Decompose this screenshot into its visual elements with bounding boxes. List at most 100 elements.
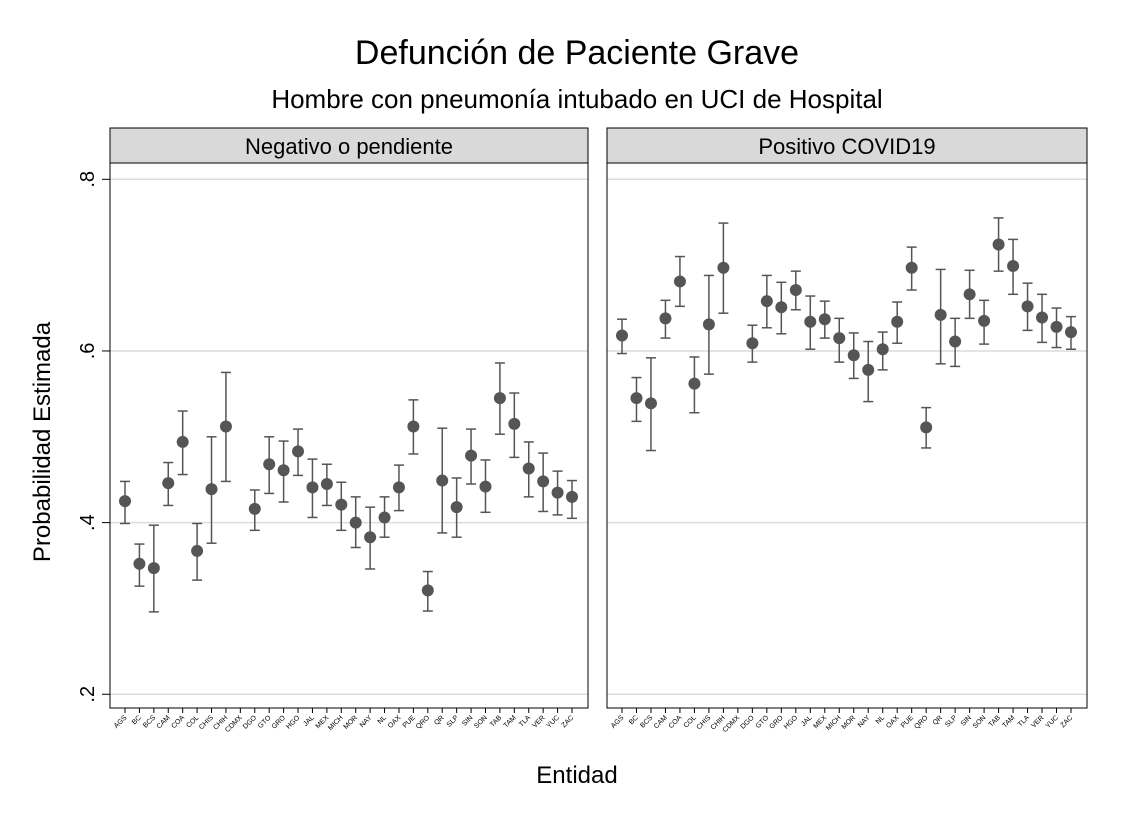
- x-tick-label: YUC: [546, 714, 561, 729]
- y-tick-label: .4: [77, 514, 99, 531]
- y-axis-label: Probabilidad Estimada: [29, 321, 56, 562]
- x-tick-label: MOR: [343, 714, 360, 731]
- point: [963, 288, 976, 301]
- x-tick-label: BCS: [142, 714, 157, 729]
- point: [537, 475, 550, 488]
- point: [789, 284, 802, 297]
- point: [862, 363, 875, 376]
- point: [364, 531, 377, 544]
- y-tick-label: .6: [77, 343, 99, 360]
- point: [760, 295, 773, 308]
- point: [191, 544, 204, 557]
- point: [746, 337, 759, 350]
- x-tick-label: TAM: [503, 714, 518, 729]
- x-tick-label: TAB: [988, 714, 1002, 728]
- x-tick-label: HGO: [285, 714, 302, 731]
- point: [702, 318, 715, 331]
- x-tick-label: NAY: [857, 714, 872, 729]
- point: [378, 511, 391, 524]
- point: [349, 516, 362, 529]
- point: [659, 312, 672, 325]
- point: [176, 435, 189, 448]
- x-tick-label: NL: [875, 714, 886, 725]
- point: [1021, 300, 1034, 313]
- x-tick-label: GRO: [769, 714, 786, 731]
- point: [1050, 320, 1063, 333]
- x-tick-label: CDMX: [722, 714, 742, 734]
- x-tick-label: DGO: [740, 714, 757, 731]
- point: [949, 335, 962, 348]
- point: [248, 502, 261, 515]
- point: [133, 557, 146, 570]
- x-tick-label: TAM: [1001, 714, 1016, 729]
- point: [407, 420, 420, 433]
- x-tick-label: TLA: [1017, 714, 1031, 728]
- point: [320, 477, 333, 490]
- x-tick-label: ZAC: [561, 714, 576, 729]
- x-tick-label: CHIS: [198, 714, 215, 731]
- x-tick-label: CAM: [653, 714, 669, 730]
- point: [847, 349, 860, 362]
- point: [1065, 326, 1077, 339]
- point: [162, 477, 175, 490]
- x-tick-label: PUE: [900, 714, 915, 729]
- point: [263, 458, 276, 471]
- x-tick-label: SLP: [944, 714, 959, 729]
- x-tick-label: HGO: [783, 714, 800, 731]
- point: [905, 261, 918, 274]
- point: [616, 329, 628, 342]
- x-tick-label: SLP: [446, 714, 461, 729]
- x-tick-label: YUC: [1045, 714, 1060, 729]
- plot-frame: [109, 162, 589, 709]
- point: [775, 301, 788, 314]
- x-axis-label: Entidad: [536, 762, 617, 789]
- point: [421, 584, 434, 597]
- x-tick-label: SON: [972, 714, 988, 730]
- x-tick-label: BC: [628, 714, 640, 726]
- point: [920, 421, 933, 434]
- point: [566, 490, 578, 503]
- chart-title: Defunción de Paciente Grave: [355, 34, 799, 72]
- point: [891, 315, 904, 328]
- x-tick-label: TAB: [489, 714, 503, 728]
- panel-title: Negativo o pendiente: [245, 134, 453, 159]
- x-tick-label: CHIS: [696, 714, 713, 731]
- x-tick-label: VER: [1030, 714, 1045, 729]
- point: [673, 275, 686, 288]
- x-tick-label: COA: [668, 714, 684, 730]
- point: [992, 238, 1005, 251]
- x-tick-label: CDMX: [224, 714, 244, 734]
- x-tick-label: AGS: [610, 714, 626, 730]
- point: [465, 449, 478, 462]
- x-tick-label: DGO: [242, 714, 259, 731]
- point: [392, 481, 405, 494]
- x-tick-label: QR: [932, 714, 944, 726]
- point: [818, 313, 831, 326]
- x-tick-label: MOR: [841, 714, 858, 731]
- x-tick-label: BCS: [639, 714, 654, 729]
- y-tick-label: .2: [77, 686, 99, 703]
- point: [978, 314, 991, 327]
- x-tick-label: AGS: [113, 714, 129, 730]
- point: [717, 261, 730, 274]
- x-tick-label: OAX: [387, 714, 403, 730]
- x-tick-label: CAM: [156, 714, 172, 730]
- point: [277, 464, 290, 477]
- x-tick-label: QRO: [415, 714, 432, 731]
- x-tick-label: TLA: [518, 714, 532, 728]
- x-tick-label: MICH: [327, 714, 345, 732]
- point: [508, 417, 521, 430]
- point: [630, 392, 643, 405]
- x-tick-label: VER: [531, 714, 546, 729]
- x-tick-label: JAL: [800, 714, 814, 728]
- point: [119, 495, 131, 508]
- point: [1007, 259, 1020, 272]
- x-tick-label: PUE: [402, 714, 417, 729]
- x-tick-label: QRO: [913, 714, 930, 731]
- x-tick-label: GTO: [257, 714, 273, 730]
- point: [479, 480, 492, 493]
- x-tick-label: QR: [433, 714, 445, 726]
- x-tick-label: GTO: [755, 714, 771, 730]
- x-tick-label: NL: [377, 714, 388, 725]
